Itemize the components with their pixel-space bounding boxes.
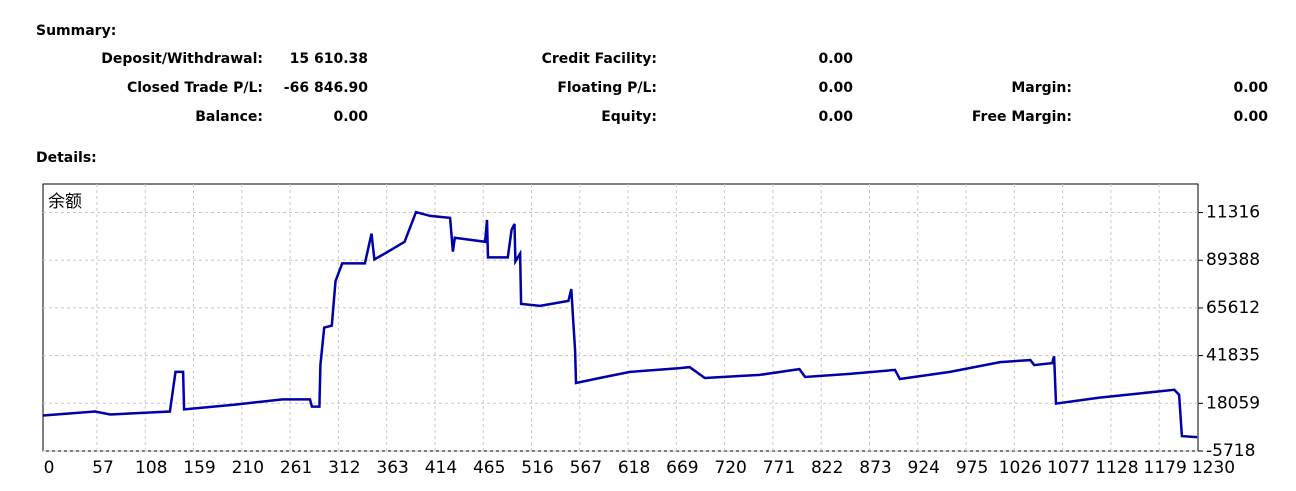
x-tick-label: 516 [521, 458, 553, 478]
x-tick-label: 567 [570, 458, 602, 478]
y-tick-label: 65612 [1206, 298, 1260, 318]
x-tick-label: 312 [328, 458, 360, 478]
summary-label: Credit Facility: [542, 51, 657, 67]
x-tick-label: 1230 [1192, 458, 1235, 478]
y-tick-label: 11316 [1206, 203, 1260, 223]
x-tick-label: 108 [135, 458, 167, 478]
summary-value: 15 610.38 [290, 51, 368, 67]
balance-line [42, 210, 1198, 439]
y-tick-label: 41835 [1206, 346, 1260, 366]
x-tick-label: 210 [232, 458, 264, 478]
summary-label: Free Margin: [972, 109, 1072, 125]
summary-value: 0.00 [1233, 80, 1268, 96]
x-tick-label: 924 [908, 458, 940, 478]
summary-value: 0.00 [818, 109, 853, 125]
summary-title: Summary: [36, 23, 116, 39]
x-tick-label: 720 [714, 458, 746, 478]
x-tick-label: 771 [763, 458, 795, 478]
x-tick-label: 1026 [999, 458, 1042, 478]
series-name: 余额 [48, 192, 82, 212]
x-tick-label: 465 [473, 458, 505, 478]
summary-value: 0.00 [1233, 109, 1268, 125]
summary-label: Closed Trade P/L: [127, 80, 263, 96]
y-tick-label: 18059 [1206, 393, 1260, 413]
x-tick-label: 261 [280, 458, 312, 478]
plot-frame [42, 183, 1199, 452]
summary-label: Deposit/Withdrawal: [101, 51, 263, 67]
summary-label: Equity: [601, 109, 657, 125]
x-tick-label: 618 [618, 458, 650, 478]
x-tick-label: 57 [92, 458, 114, 478]
x-tick-label: 1077 [1047, 458, 1090, 478]
x-tick-label: 1128 [1095, 458, 1138, 478]
x-tick-label: 414 [425, 458, 457, 478]
x-tick-label: 1179 [1144, 458, 1187, 478]
summary-label: Floating P/L: [557, 80, 657, 96]
y-tick-label: 89388 [1206, 250, 1260, 270]
summary-value: -66 846.90 [284, 80, 368, 96]
details-title: Details: [36, 150, 97, 166]
x-tick-label: 0 [44, 458, 55, 478]
x-tick-label: 975 [956, 458, 988, 478]
summary-value: 0.00 [333, 109, 368, 125]
x-tick-label: 822 [811, 458, 843, 478]
x-tick-label: 669 [666, 458, 698, 478]
summary-value: 0.00 [818, 80, 853, 96]
summary-value: 0.00 [818, 51, 853, 67]
x-tick-label: 159 [183, 458, 215, 478]
summary-label: Balance: [195, 109, 263, 125]
y-tick-label: -5718 [1206, 441, 1255, 461]
x-tick-label: 363 [376, 458, 408, 478]
x-tick-label: 873 [859, 458, 891, 478]
summary-label: Margin: [1011, 80, 1072, 96]
